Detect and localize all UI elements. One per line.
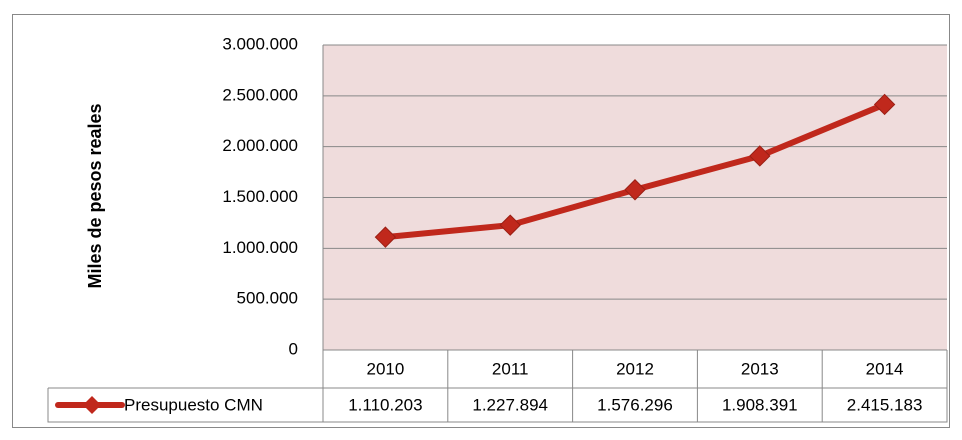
x-tick-label: 2014: [866, 359, 904, 378]
legend-label: Presupuesto CMN: [124, 395, 263, 414]
table-value: 1.576.296: [597, 395, 673, 414]
marker: [374, 226, 397, 248]
table-value: 2.415.183: [847, 395, 923, 414]
table-value: 1.227.894: [472, 395, 548, 414]
marker: [499, 214, 521, 236]
x-tick-label: 2010: [366, 359, 404, 378]
table-grid: [47, 350, 948, 423]
y-tick-label: 1.500.000: [222, 187, 298, 206]
table-value: 1.908.391: [722, 395, 798, 414]
y-tick-label: 0: [289, 339, 298, 358]
marker: [873, 93, 896, 116]
marker: [749, 145, 771, 167]
y-tick-label: 2.000.000: [222, 136, 298, 155]
y-tick-label: 3.000.000: [222, 34, 298, 53]
table-value: 1.110.203: [348, 395, 422, 414]
y-tick-label: 500.000: [237, 289, 298, 308]
y-tick-label: 2.500.000: [222, 85, 298, 104]
x-tick-label: 2012: [616, 359, 654, 378]
y-tick-label: 1.000.000: [222, 238, 298, 257]
x-tick-label: 2013: [741, 359, 779, 378]
marker: [624, 179, 646, 201]
x-tick-label: 2011: [492, 359, 529, 378]
y-axis-label: Miles de pesos reales: [85, 103, 105, 288]
legend-marker: [83, 396, 101, 414]
